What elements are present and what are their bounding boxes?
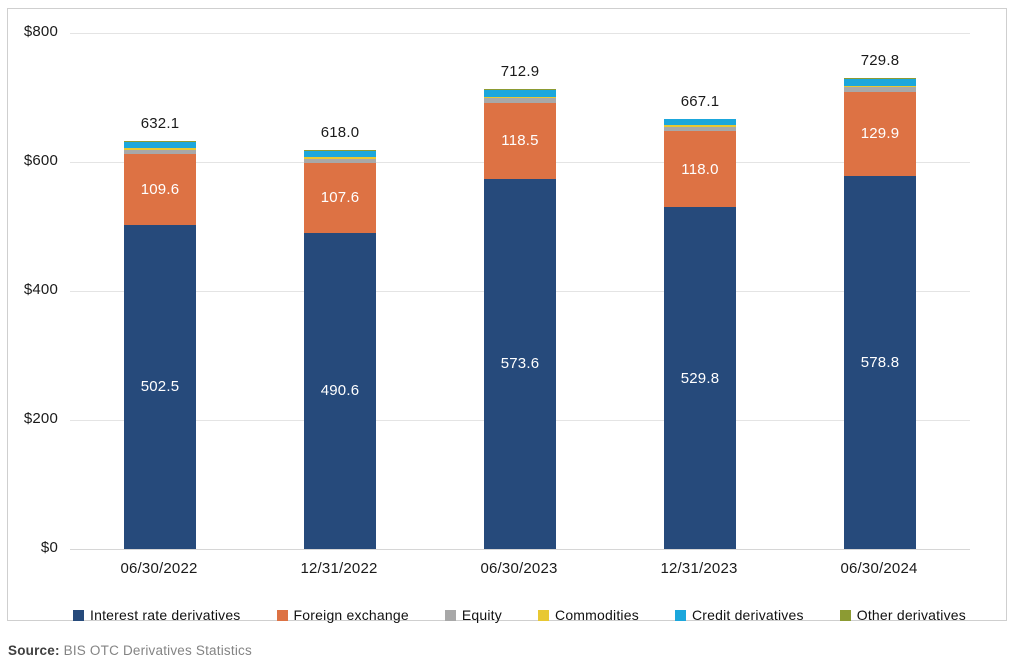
x-axis-tick-12-31-2023: 12/31/2023: [660, 560, 738, 577]
segment-foreign-exchange: 118.5: [484, 102, 556, 179]
segment-commodities: [664, 125, 736, 127]
source-label: Source:: [8, 643, 60, 658]
segment-foreign-exchange: 107.6: [304, 163, 376, 233]
legend-item-other-derivatives: Other derivatives: [839, 607, 966, 623]
segment-foreign-exchange: 129.9: [844, 91, 916, 176]
y-axis-tick-800: $800: [23, 23, 58, 40]
legend-label: Foreign exchange: [293, 607, 409, 623]
legend-swatch-interest-rate-derivatives: [73, 609, 84, 621]
segment-interest-rate-derivatives: 529.8: [664, 207, 736, 549]
legend-item-commodities: Commodities: [538, 607, 639, 623]
segment-interest-rate-derivatives: 490.6: [304, 232, 376, 549]
legend-swatch-other-derivatives: [839, 609, 851, 621]
segment-value-label: 578.8: [860, 353, 900, 371]
y-axis-tick-0: $0: [40, 539, 58, 556]
segment-foreign-exchange: 109.6: [124, 154, 196, 225]
segment-value-label: 529.8: [680, 369, 720, 387]
segment-interest-rate-derivatives: 502.5: [124, 224, 196, 549]
x-axis-tick-06-30-2024: 06/30/2024: [840, 560, 918, 577]
stacked-bar-06-30-2024: 129.9 578.8: [844, 78, 916, 549]
chart-plot-frame: 109.6 502.5 632.1 107.6 490.6 618.0 118.5 573.6…: [7, 8, 1007, 624]
segment-other-derivatives: [304, 150, 376, 151]
segment-equity: [484, 98, 556, 103]
y-axis-tick-600: $600: [23, 152, 58, 169]
legend-label: Interest rate derivatives: [90, 607, 241, 623]
legend-item-interest-rate-derivatives: Interest rate derivatives: [73, 607, 241, 623]
segment-equity: [304, 158, 376, 164]
legend-label: Equity: [461, 607, 502, 623]
segment-value-label: 490.6: [320, 382, 360, 400]
segment-credit-derivatives: [844, 78, 916, 86]
x-axis-tick-06-30-2022: 06/30/2022: [120, 560, 198, 577]
bar-total-label: 667.1: [680, 92, 720, 110]
segment-equity: [124, 149, 196, 155]
stacked-bar-06-30-2023: 118.5 573.6: [484, 89, 556, 549]
y-axis-tick-400: $400: [23, 281, 58, 298]
source-text: BIS OTC Derivatives Statistics: [59, 643, 252, 658]
segment-other-derivatives: [484, 89, 556, 90]
segment-other-derivatives: [844, 78, 916, 79]
source-note: Source: BIS OTC Derivatives Statistics: [8, 643, 252, 658]
legend-item-foreign-exchange: Foreign exchange: [276, 607, 409, 623]
segment-other-derivatives: [664, 118, 736, 120]
segment-commodities: [304, 157, 376, 159]
bar-total-label: 618.0: [320, 124, 360, 142]
segment-value-label: 107.6: [320, 189, 360, 207]
segment-other-derivatives: [124, 141, 196, 142]
chart-legend: Interest rate derivatives Foreign exchang…: [73, 606, 966, 624]
legend-swatch-commodities: [538, 609, 550, 621]
segment-equity: [664, 126, 736, 132]
legend-label: Credit derivatives: [691, 607, 804, 623]
segment-value-label: 129.9: [860, 125, 900, 143]
bar-total-label: 632.1: [140, 115, 180, 133]
legend-label: Commodities: [555, 607, 639, 623]
segment-commodities: [124, 148, 196, 150]
segment-credit-derivatives: [664, 119, 736, 126]
segment-value-label: 118.0: [681, 160, 719, 178]
stacked-bar-12-31-2023: 118.0 529.8: [664, 118, 736, 549]
segment-value-label: 573.6: [500, 355, 540, 373]
legend-swatch-credit-derivatives: [674, 609, 686, 621]
segment-value-label: 118.5: [501, 132, 539, 150]
segment-equity: [844, 87, 916, 92]
bar-total-label: 712.9: [500, 63, 540, 81]
segment-credit-derivatives: [484, 89, 556, 97]
segment-interest-rate-derivatives: 578.8: [844, 175, 916, 549]
segment-credit-derivatives: [124, 141, 196, 149]
gridline-0: [70, 549, 970, 550]
legend-swatch-foreign-exchange: [276, 609, 288, 621]
segment-value-label: 502.5: [140, 378, 180, 396]
legend-item-equity: Equity: [444, 607, 502, 623]
segment-credit-derivatives: [304, 150, 376, 158]
segment-foreign-exchange: 118.0: [664, 131, 736, 208]
gridline-800: [70, 33, 970, 34]
legend-label: Other derivatives: [856, 607, 966, 623]
segment-commodities: [484, 96, 556, 99]
legend-item-credit-derivatives: Credit derivatives: [674, 607, 804, 623]
segment-value-label: 109.6: [140, 181, 180, 198]
segment-interest-rate-derivatives: 573.6: [484, 178, 556, 549]
y-axis-tick-200: $200: [23, 410, 58, 427]
legend-swatch-equity: [444, 609, 456, 621]
x-axis-tick-06-30-2023: 06/30/2023: [480, 560, 558, 577]
bar-total-label: 729.8: [860, 52, 900, 70]
x-axis-tick-12-31-2022: 12/31/2022: [300, 560, 378, 577]
segment-commodities: [844, 85, 916, 88]
stacked-bar-12-31-2022: 107.6 490.6: [304, 150, 376, 549]
stacked-bar-06-30-2022: 109.6 502.5: [124, 141, 196, 549]
